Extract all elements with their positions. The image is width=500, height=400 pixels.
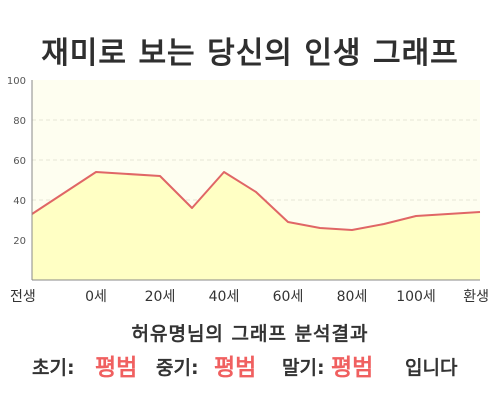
x-tick-label: 20세 xyxy=(145,289,176,305)
early-value: 평범 xyxy=(95,355,138,381)
axes xyxy=(31,80,480,281)
x-tick-label: 환생 xyxy=(463,289,489,305)
x-tick-label: 100세 xyxy=(396,289,436,305)
analysis-subtitle: 허유명님의 그래프 분석결과 xyxy=(131,323,369,345)
area-fill xyxy=(32,172,480,280)
middle-value: 평범 xyxy=(214,355,257,381)
y-tick-label: 80 xyxy=(13,116,26,127)
result-summary: 초기: 평범 중기: 평범 말기: 평범 입니다 xyxy=(0,345,500,381)
x-tick-label: 40세 xyxy=(209,289,240,305)
y-tick-label: 100 xyxy=(7,76,26,87)
x-tick-labels: 전생 0세 20세 40세 60세 80세 100세 환생 xyxy=(10,289,489,305)
middle-label: 중기: xyxy=(156,357,199,379)
page-title: 재미로 보는 당신의 인생 그래프 xyxy=(41,36,459,71)
y-tick-label: 40 xyxy=(13,196,26,207)
y-tick-labels: 20 40 60 80 100 xyxy=(7,76,26,247)
early-label: 초기: xyxy=(32,357,75,379)
y-tick-label: 20 xyxy=(13,236,26,247)
late-label: 말기: xyxy=(282,357,325,379)
x-tick-label: 80세 xyxy=(337,289,368,305)
x-tick-label: 0세 xyxy=(85,289,107,305)
x-tick-label: 60세 xyxy=(273,289,304,305)
late-value: 평범 xyxy=(331,355,374,381)
result-suffix: 입니다 xyxy=(405,357,458,379)
series-line xyxy=(31,171,481,231)
y-tick-label: 60 xyxy=(13,156,26,167)
x-tick-label: 전생 xyxy=(10,289,36,305)
